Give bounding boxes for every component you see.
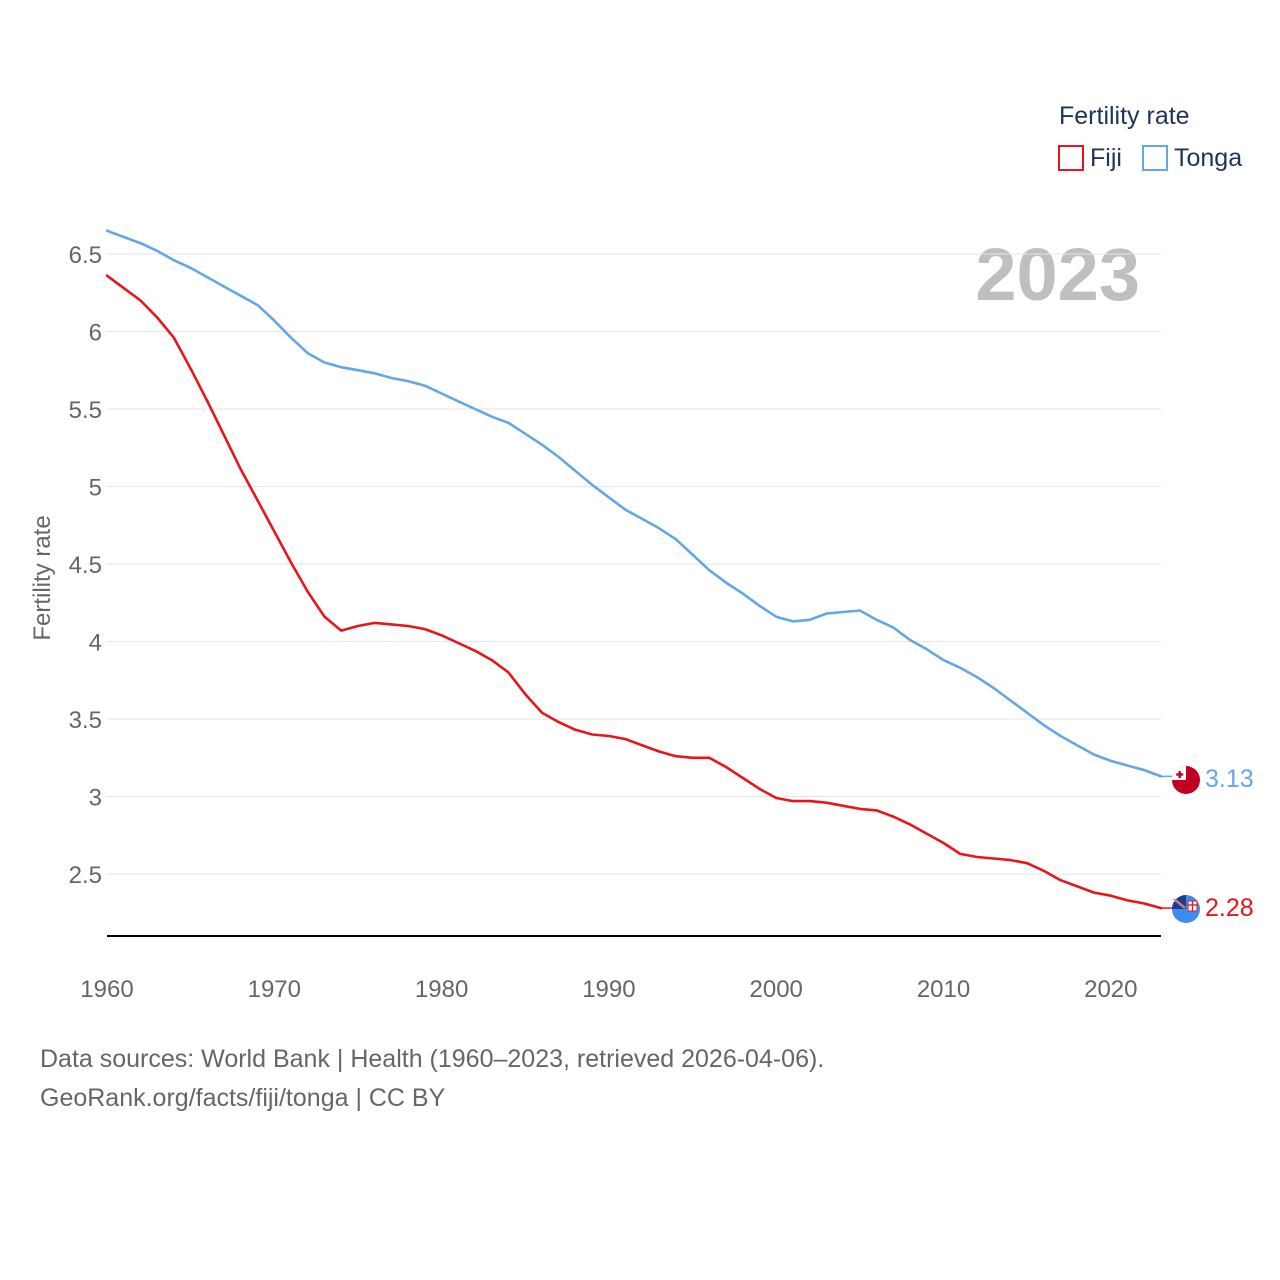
- x-tick-label: 2010: [917, 976, 970, 1003]
- x-tick-label: 1970: [248, 976, 301, 1003]
- legend-swatch-tonga: [1142, 145, 1168, 171]
- x-tick-label: 2000: [750, 976, 803, 1003]
- series-line-tonga: [105, 229, 1163, 778]
- x-tick-label: 1960: [80, 976, 133, 1003]
- legend-label-tonga: Tonga: [1174, 144, 1242, 172]
- legend-item-tonga[interactable]: Tonga: [1142, 144, 1242, 172]
- legend-item-fiji[interactable]: Fiji: [1058, 144, 1122, 172]
- source-link[interactable]: GeoRank.org/facts/fiji/tonga | CC BY: [40, 1084, 446, 1112]
- end-label-fiji: 2.28: [1205, 894, 1254, 922]
- footer: Data sources: World Bank | Health (1960–…: [40, 1040, 824, 1118]
- grid: [107, 253, 1161, 875]
- y-tick-label: 4.5: [69, 552, 102, 579]
- y-tick-label: 5.5: [69, 397, 102, 424]
- legend-label-fiji: Fiji: [1090, 144, 1122, 172]
- fiji-flag-icon: [1172, 895, 1200, 923]
- y-axis-ticks: 2.5 3 3.5 4 4.5 5 5.5 6 6.5: [69, 242, 102, 889]
- year-label: 2023: [975, 233, 1140, 316]
- tonga-flag-icon: [1172, 766, 1200, 794]
- fertility-chart: Fertility rate Fiji Tonga 2023 Fertility…: [29, 102, 1254, 1003]
- series-lines: [105, 229, 1163, 910]
- y-tick-label: 4: [89, 630, 102, 657]
- legend[interactable]: Fertility rate Fiji Tonga: [1058, 102, 1242, 172]
- x-axis-ticks: 1960 1970 1980 1990 2000 2010 2020: [80, 976, 1137, 1003]
- x-tick-label: 1990: [582, 976, 635, 1003]
- x-tick-label: 1980: [415, 976, 468, 1003]
- y-tick-label: 2.5: [69, 862, 102, 889]
- y-axis-title: Fertility rate: [29, 515, 56, 640]
- y-tick-label: 3: [89, 785, 102, 812]
- end-labels: 2.28 3.13: [1161, 765, 1254, 922]
- y-tick-label: 6.5: [69, 242, 102, 269]
- y-tick-label: 6: [89, 320, 102, 347]
- legend-swatch-fiji: [1058, 145, 1084, 171]
- y-tick-label: 5: [89, 475, 102, 502]
- x-tick-label: 2020: [1084, 976, 1137, 1003]
- y-tick-label: 3.5: [69, 707, 102, 734]
- end-label-tonga: 3.13: [1205, 765, 1254, 793]
- series-line-fiji: [105, 274, 1163, 910]
- legend-title: Fertility rate: [1059, 102, 1190, 130]
- data-sources: Data sources: World Bank | Health (1960–…: [40, 1045, 825, 1073]
